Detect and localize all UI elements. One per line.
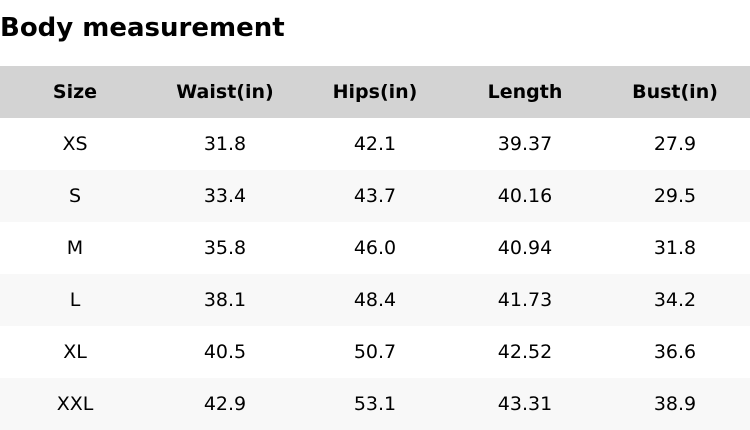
- table-cell: 40.94: [497, 237, 553, 259]
- table-cell: 36.6: [653, 341, 697, 363]
- table-cell: 38.1: [150, 274, 300, 326]
- table-cell: 48.4: [300, 274, 450, 326]
- table-cell: 42.1: [353, 133, 397, 155]
- table-cell: XL: [63, 341, 87, 363]
- size-table: Size Waist(in) Hips(in) Length Bust(in) XS 31…: [0, 66, 750, 430]
- table-cell: M: [66, 237, 84, 259]
- table-row: XS 31.8 42.1 39.37 27.9: [0, 118, 750, 170]
- table-cell: 29.5: [600, 170, 750, 222]
- table-row: L 38.1 48.4 41.73 34.2: [0, 274, 750, 326]
- table-row: XXL 42.9 53.1 43.31 38.9: [0, 378, 750, 430]
- table-cell: 43.7: [300, 170, 450, 222]
- table-cell: 38.9: [600, 378, 750, 430]
- table-cell: XS: [62, 133, 88, 155]
- table-cell: 46.0: [353, 237, 397, 259]
- table-cell: 35.8: [203, 237, 247, 259]
- column-header: Size: [0, 66, 150, 118]
- table-cell: 53.1: [300, 378, 450, 430]
- table-cell: 43.31: [450, 378, 600, 430]
- header-row: Size Waist(in) Hips(in) Length Bust(in): [0, 66, 750, 118]
- column-header: Hips(in): [300, 66, 450, 118]
- table-cell: 42.9: [150, 378, 300, 430]
- table-cell: 31.8: [203, 133, 247, 155]
- table-row: XL 40.5 50.7 42.52 36.6: [0, 326, 750, 378]
- table-cell: 39.37: [497, 133, 553, 155]
- table-cell: 31.8: [653, 237, 697, 259]
- table-cell: 41.73: [450, 274, 600, 326]
- table-cell: XXL: [0, 378, 150, 430]
- table-cell: 40.16: [450, 170, 600, 222]
- column-header: Length: [450, 66, 600, 118]
- column-header: Bust(in): [600, 66, 750, 118]
- table-row: M 35.8 46.0 40.94 31.8: [0, 222, 750, 274]
- table-cell: 42.52: [497, 341, 553, 363]
- table-cell: S: [0, 170, 150, 222]
- column-header: Waist(in): [150, 66, 300, 118]
- table-cell: 40.5: [203, 341, 247, 363]
- table-cell: 27.9: [653, 133, 697, 155]
- page-title: Body measurement: [0, 13, 285, 43]
- table-cell: 34.2: [600, 274, 750, 326]
- table-row: S 33.4 43.7 40.16 29.5: [0, 170, 750, 222]
- table-cell: L: [0, 274, 150, 326]
- table-cell: 50.7: [353, 341, 397, 363]
- table-cell: 33.4: [150, 170, 300, 222]
